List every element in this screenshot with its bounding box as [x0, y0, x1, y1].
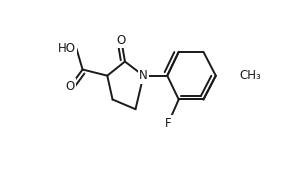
- Text: N: N: [139, 69, 148, 82]
- Text: HO: HO: [57, 42, 76, 55]
- Text: O: O: [66, 80, 75, 93]
- Text: CH₃: CH₃: [240, 69, 261, 82]
- Text: O: O: [117, 34, 126, 47]
- Text: F: F: [165, 117, 172, 130]
